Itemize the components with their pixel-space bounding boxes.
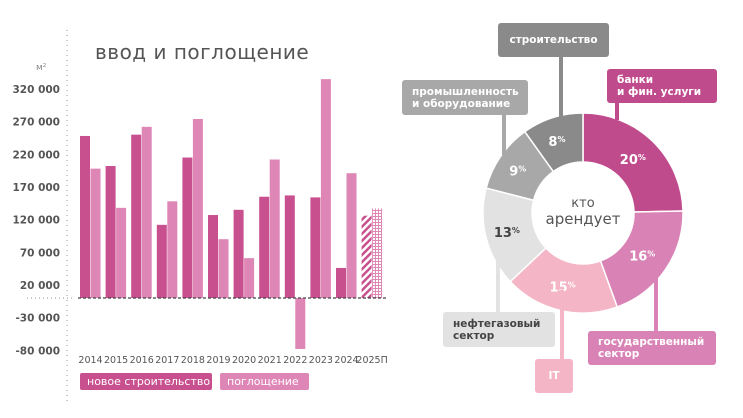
- bar-new-construction-2025П: [361, 215, 372, 298]
- bar-absorption-2018: [192, 118, 203, 298]
- sector-label-line: строительство: [509, 34, 598, 46]
- sector-label-line: промышленность: [412, 85, 519, 98]
- sector-label-line: и оборудование: [412, 97, 511, 110]
- y-tick-label: 120 000: [13, 215, 61, 227]
- bar-new-construction-2019: [208, 215, 218, 298]
- sector-label-line: банки: [617, 74, 654, 86]
- y-tick-label: 320 000: [13, 84, 61, 96]
- donut-slice-5: [523, 112, 584, 173]
- bar-absorption-2022: [295, 298, 306, 349]
- bar-new-construction-2023: [310, 197, 321, 298]
- sector-label-line: и фин. услуги: [617, 86, 702, 98]
- bar-absorption-2019: [218, 239, 229, 298]
- donut-slice-0: [582, 112, 684, 213]
- bar-absorption-2014: [90, 168, 101, 298]
- bar-new-construction-2014: [80, 135, 90, 298]
- bar-chart-title: ввод и поглощение: [95, 40, 310, 64]
- percent-sign: %: [557, 135, 565, 144]
- x-tick-label: 2025П: [356, 355, 387, 366]
- bar-new-construction-2024: [336, 267, 346, 298]
- bar-new-construction-2017: [156, 224, 167, 298]
- y-tick-label: 70 000: [20, 247, 60, 259]
- bar-new-construction-2022: [284, 195, 295, 298]
- percent-sign: %: [568, 280, 576, 289]
- x-tick-label: 2020: [232, 355, 256, 366]
- percent-sign: %: [638, 153, 646, 162]
- y-unit-label: м²: [36, 63, 47, 73]
- y-tick-label: 170 000: [13, 182, 61, 194]
- bar-absorption-2024: [346, 173, 357, 298]
- sector-label-line: государственный: [598, 336, 705, 348]
- sector-label-line: IT: [548, 370, 560, 382]
- bar-absorption-2021: [269, 159, 280, 298]
- y-tick-label: -30 000: [15, 313, 60, 325]
- percent-sign: %: [647, 250, 655, 259]
- x-tick-label: 2021: [258, 355, 282, 366]
- bar-new-construction-2020: [233, 209, 244, 298]
- bar-absorption-2016: [141, 126, 152, 299]
- sector-label-line: сектор: [598, 348, 640, 360]
- y-tick-label: 20 000: [20, 280, 60, 292]
- bar-new-construction-2021: [259, 196, 270, 298]
- x-tick-label: 2016: [130, 355, 154, 366]
- percent-sign: %: [512, 226, 520, 235]
- legend-absorption: поглощение: [220, 373, 309, 390]
- bar-absorption-2023: [320, 79, 331, 298]
- sector-label-box: промышленность и оборудование: [402, 80, 528, 115]
- bar-new-construction-2016: [131, 134, 142, 298]
- y-tick-label: 220 000: [13, 149, 61, 161]
- bar-new-construction-2018: [182, 157, 193, 298]
- x-tick-label: 2015: [104, 355, 128, 366]
- sector-label-box: строительство: [498, 23, 609, 57]
- sector-label-line: сектор: [453, 329, 495, 342]
- bar-absorption-2020: [244, 258, 255, 298]
- x-tick-label: 2018: [181, 355, 205, 366]
- donut-center-title-line2: арендует: [546, 210, 621, 228]
- bar-absorption-2015: [116, 207, 127, 298]
- x-tick-label: 2022: [283, 355, 307, 366]
- legend-new-construction: новое строительство: [80, 373, 212, 390]
- sector-label-box: банки и фин. услуги: [607, 69, 717, 103]
- x-tick-label: 2019: [206, 355, 230, 366]
- y-tick-label: -80 000: [15, 345, 60, 357]
- sector-label-box: нефтегазовый сектор: [443, 312, 555, 347]
- sector-label-box: государственный сектор: [588, 331, 716, 365]
- x-tick-label: 2017: [155, 355, 179, 366]
- percent-sign: %: [518, 164, 526, 173]
- x-tick-label: 2024: [334, 355, 358, 366]
- bar-new-construction-2015: [105, 166, 116, 298]
- bar-absorption-2025П: [372, 208, 383, 298]
- donut-center-title-line1: кто: [571, 196, 594, 211]
- sector-label-line: нефтегазовый: [453, 317, 541, 330]
- sector-label-box: IT: [535, 359, 573, 393]
- bar-absorption-2017: [167, 201, 178, 298]
- x-tick-label: 2023: [309, 355, 333, 366]
- x-tick-label: 2014: [78, 355, 102, 366]
- y-tick-label: 270 000: [13, 117, 61, 129]
